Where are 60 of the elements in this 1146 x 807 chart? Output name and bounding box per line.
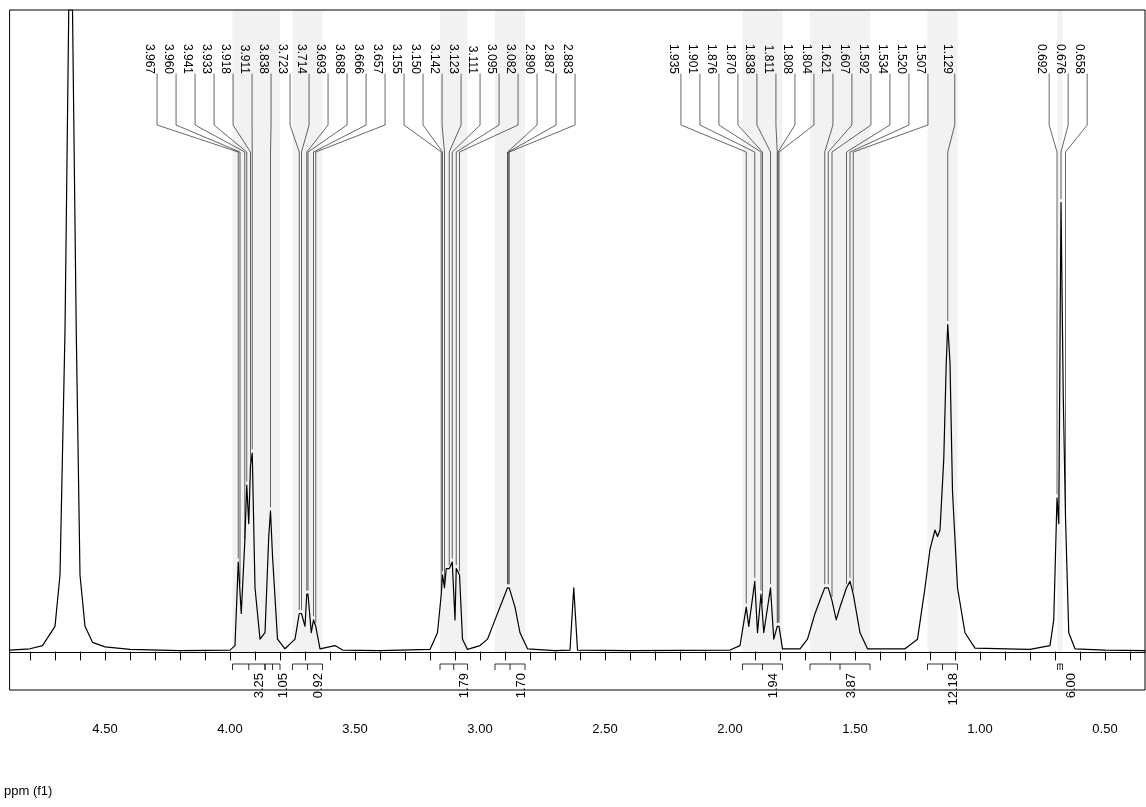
x-tick-label: 1.50 <box>842 721 868 736</box>
x-tick-label: 2.50 <box>592 721 618 736</box>
x-tick-label: 0.50 <box>1092 721 1118 736</box>
annotation: 3.941 <box>181 43 196 75</box>
x-tick-label: 4.50 <box>92 721 118 736</box>
annotation: 1.520 <box>894 43 909 75</box>
annotation: 1.804 <box>799 43 814 75</box>
annotation: 3.688 <box>333 43 348 75</box>
annotation: 1.935 <box>666 43 681 75</box>
annotation: 3.918 <box>219 43 234 75</box>
annotation: 3.911 <box>238 44 253 75</box>
annotation: 3.657 <box>371 43 386 75</box>
annotation: 1.507 <box>913 43 928 75</box>
annotation: 1.870 <box>723 43 738 75</box>
band-label: 3.25 <box>251 673 267 699</box>
band-label: 1.70 <box>512 673 528 699</box>
x-tick-label: 1.00 <box>967 721 993 736</box>
annotation: 3.155 <box>390 43 405 75</box>
annotation: 3.111 <box>466 45 481 75</box>
x-axis-title: ppm (f1) <box>4 783 53 798</box>
annotation: 1.607 <box>837 43 852 75</box>
annotation: 1.592 <box>856 43 871 75</box>
x-tick-label: 3.00 <box>467 721 493 736</box>
annotation: 2.890 <box>523 43 538 75</box>
annotation: 1.808 <box>780 43 795 75</box>
x-tick-label: 2.00 <box>717 721 743 736</box>
annotation: 3.967 <box>143 43 158 75</box>
annotation: 3.838 <box>257 43 272 75</box>
annotation: 3.960 <box>162 43 177 75</box>
annotation: 3.095 <box>485 43 500 75</box>
annotation: 3.123 <box>447 43 462 75</box>
annotation: 0.658 <box>1073 43 1088 75</box>
annotation: 0.692 <box>1035 43 1050 75</box>
band-label: 1.05 <box>275 673 290 699</box>
x-tick-label: 4.00 <box>217 721 243 736</box>
annotation: 1.876 <box>704 43 719 75</box>
annotation: 3.693 <box>314 43 329 75</box>
band-label: 1.94 <box>765 673 780 699</box>
annotation: 3.933 <box>200 43 215 75</box>
x-tick-label: 3.50 <box>342 721 368 736</box>
annotation: 3.714 <box>295 43 310 75</box>
band-label: 3.87 <box>842 673 858 699</box>
band-label: 1.79 <box>456 673 472 699</box>
annotation: 3.142 <box>428 43 443 75</box>
annotation: 1.534 <box>875 43 890 75</box>
annotation: 2.887 <box>542 43 557 75</box>
annotation: 3.150 <box>409 43 424 75</box>
band-label: 12.18 <box>945 673 960 706</box>
annotation: 3.082 <box>504 43 519 75</box>
annotation: 1.129 <box>940 43 955 75</box>
annotation: 1.621 <box>818 43 833 75</box>
annotation: 3.666 <box>352 43 367 75</box>
band-label: 0.92 <box>310 673 325 699</box>
annotation: 1.838 <box>742 43 757 75</box>
annotation: 1.901 <box>685 43 700 75</box>
band-label: 6.00 <box>1062 673 1078 699</box>
annotation: 2.883 <box>561 43 576 75</box>
annotation: 0.676 <box>1054 43 1069 75</box>
annotation: 3.723 <box>276 43 291 75</box>
annotation: 1.811 <box>761 44 776 75</box>
